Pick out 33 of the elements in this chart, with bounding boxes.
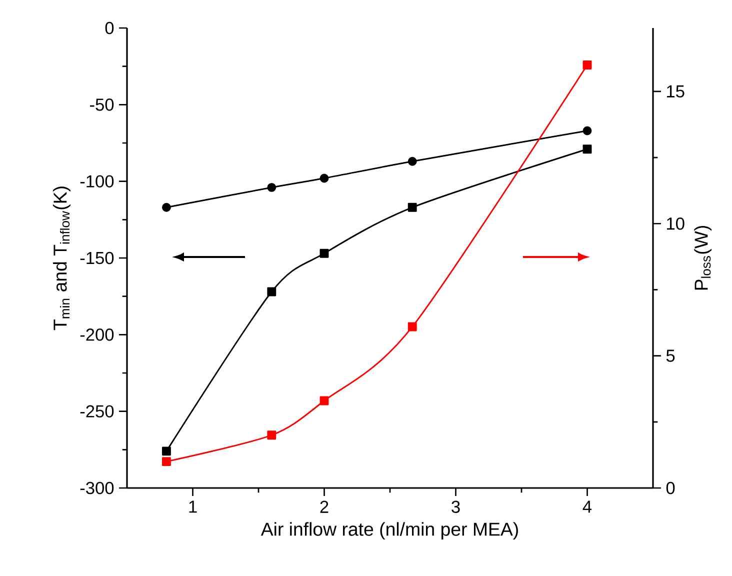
x-tick-label: 1 <box>189 500 197 513</box>
x-tick-label: 4 <box>582 500 592 513</box>
y-tick-label: -100 <box>80 175 114 188</box>
y-tick-label: -50 <box>90 98 114 111</box>
point <box>267 430 276 440</box>
point <box>582 144 592 154</box>
point <box>162 457 171 466</box>
point <box>320 396 329 406</box>
y2-tick-label: 10 <box>667 217 684 230</box>
point <box>408 202 417 212</box>
x-tick-label: 3 <box>452 500 460 513</box>
y-tick-label: -200 <box>80 328 114 341</box>
point <box>582 126 592 136</box>
y-tick-label: 0 <box>105 22 114 34</box>
y-axis-title: T$_{min}$ and T$_{inflow}$(K) <box>53 186 70 330</box>
point <box>408 322 417 332</box>
point <box>162 202 171 212</box>
point <box>162 446 171 456</box>
y2-axis-title: P$_{loss}$(W) <box>694 226 712 290</box>
x-tick-label: 2 <box>320 500 328 513</box>
y-tick-label: -300 <box>80 482 114 494</box>
y2-tick-label: 0 <box>666 482 675 494</box>
x-axis-title: Air inflow rate (nl/min per MEA) <box>260 522 518 540</box>
point <box>320 248 329 258</box>
y-tick-label: -250 <box>80 405 114 418</box>
point <box>267 287 276 296</box>
point <box>267 182 276 192</box>
y2-tick-label: 5 <box>666 350 675 362</box>
y2-tick-label: 15 <box>667 85 684 98</box>
point <box>582 60 592 70</box>
point <box>408 156 417 166</box>
y-tick-label: -150 <box>80 252 114 264</box>
point <box>320 174 329 183</box>
